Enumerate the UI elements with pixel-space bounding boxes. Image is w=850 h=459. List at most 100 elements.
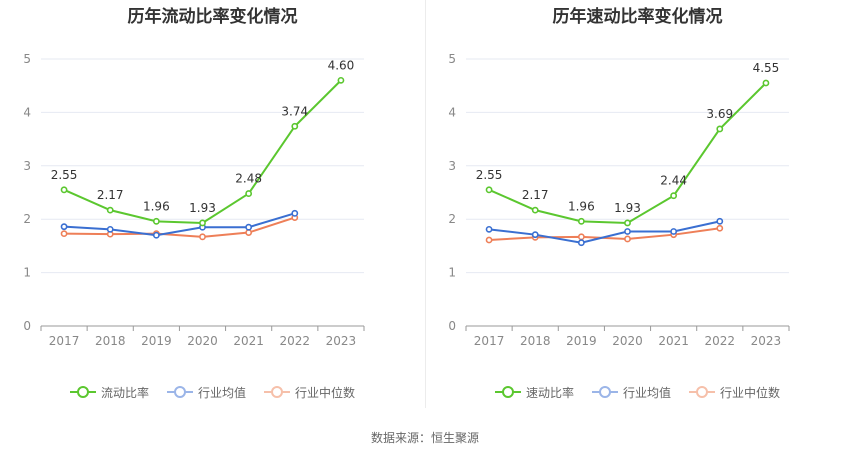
data-source-note: 数据来源：恒生聚源 bbox=[370, 431, 479, 445]
data-point-company bbox=[337, 76, 345, 84]
data-point-industry_median bbox=[716, 224, 724, 232]
data-label: 2.17 bbox=[522, 188, 549, 202]
data-label: 1.93 bbox=[614, 201, 641, 215]
legend-label: 行业中位数 bbox=[720, 385, 781, 400]
legend-item-industry-avg[interactable]: 行业均值 bbox=[591, 384, 671, 401]
legend-item-industry-median[interactable]: 行业中位数 bbox=[264, 384, 355, 401]
data-point-company bbox=[245, 190, 253, 197]
data-label: 2.44 bbox=[660, 174, 687, 188]
data-point-industry_avg bbox=[106, 225, 114, 233]
legend-median-swatch-icon bbox=[264, 386, 290, 398]
data-point-company bbox=[291, 122, 299, 130]
data-point-industry_avg bbox=[670, 228, 678, 235]
data-point-company bbox=[152, 217, 160, 225]
y-tick-label: 2 bbox=[448, 212, 456, 226]
data-point-company bbox=[762, 79, 770, 87]
data-point-industry_median bbox=[199, 233, 206, 241]
y-tick-label: 2 bbox=[23, 212, 31, 226]
legend-median-swatch-icon bbox=[689, 386, 715, 398]
data-label: 4.55 bbox=[753, 61, 780, 75]
legend-label: 流动比率 bbox=[100, 385, 149, 400]
data-point-company bbox=[485, 186, 493, 194]
data-label: 3.69 bbox=[706, 107, 733, 121]
legend-label: 行业均值 bbox=[197, 385, 246, 400]
y-tick-label: 4 bbox=[23, 105, 31, 119]
series-line-industry_median bbox=[64, 216, 296, 238]
panel-divider bbox=[425, 0, 426, 408]
x-tick-label: 2020 bbox=[187, 334, 218, 348]
data-point-industry_median bbox=[60, 230, 68, 238]
legend-avg-swatch-icon bbox=[591, 386, 618, 398]
data-point-company bbox=[624, 219, 631, 227]
x-tick-label: 2023 bbox=[751, 334, 782, 348]
x-tick-label: 2017 bbox=[49, 334, 80, 348]
data-point-industry_avg bbox=[291, 209, 299, 217]
data-point-industry_median bbox=[245, 229, 253, 236]
legend-company-swatch-icon bbox=[69, 386, 96, 398]
data-point-industry_avg bbox=[485, 225, 493, 233]
data-point-industry_median bbox=[485, 236, 493, 244]
legend-item-company[interactable]: 速动比率 bbox=[494, 384, 574, 401]
data-point-industry_avg bbox=[245, 223, 253, 231]
y-tick-label: 4 bbox=[448, 105, 456, 119]
legend-label: 行业中位数 bbox=[295, 385, 356, 400]
x-tick-label: 2018 bbox=[95, 334, 126, 348]
legend-label: 行业均值 bbox=[622, 385, 671, 400]
data-label: 4.60 bbox=[328, 58, 355, 72]
chart-legend: 速动比率 行业均值 行业中位数 bbox=[425, 381, 850, 403]
quick-ratio-chart: 0 1 2 3 4 5 2017 2018 2019 2020 2021 2022 2023 2.55 2.… bbox=[448, 52, 790, 348]
chart-title: 历年流动比率变化情况 bbox=[127, 7, 298, 27]
legend-item-industry-median[interactable]: 行业中位数 bbox=[689, 384, 780, 401]
y-tick-label: 5 bbox=[448, 52, 456, 66]
data-label: 1.96 bbox=[143, 199, 170, 213]
y-tick-label: 3 bbox=[448, 159, 456, 173]
y-tick-label: 0 bbox=[448, 319, 456, 333]
legend-company-swatch-icon bbox=[494, 386, 521, 398]
x-tick-label: 2020 bbox=[612, 334, 643, 348]
legend-item-industry-avg[interactable]: 行业均值 bbox=[166, 384, 246, 401]
y-tick-label: 5 bbox=[23, 52, 31, 66]
x-tick-label: 2018 bbox=[520, 334, 551, 348]
chart-legend: 流动比率 行业均值 行业中位数 bbox=[0, 381, 425, 403]
x-tick-label: 2019 bbox=[141, 334, 172, 348]
data-point-company bbox=[199, 219, 206, 227]
y-tick-label: 0 bbox=[23, 319, 31, 333]
chart-title: 历年速动比率变化情况 bbox=[552, 7, 723, 27]
x-tick-label: 2021 bbox=[658, 334, 689, 348]
x-tick-label: 2022 bbox=[280, 334, 311, 348]
current-ratio-chart: 0 1 2 3 4 5 2017 2018 2019 2020 2021 2022 2023 2.55 2.… bbox=[23, 52, 365, 348]
y-tick-label: 1 bbox=[23, 266, 31, 280]
data-point-industry_median bbox=[577, 233, 585, 241]
series-line-industry_avg bbox=[64, 212, 296, 237]
data-label: 2.55 bbox=[476, 168, 503, 182]
x-tick-label: 2021 bbox=[233, 334, 264, 348]
data-point-industry_avg bbox=[531, 231, 539, 239]
x-tick-label: 2023 bbox=[326, 334, 357, 348]
data-point-company bbox=[577, 217, 585, 225]
data-label: 2.55 bbox=[51, 168, 78, 182]
y-tick-label: 3 bbox=[23, 159, 31, 173]
x-tick-label: 2019 bbox=[566, 334, 597, 348]
data-point-industry_avg bbox=[152, 231, 160, 239]
data-label: 1.93 bbox=[189, 201, 216, 215]
data-point-industry_avg bbox=[60, 223, 68, 231]
legend-avg-swatch-icon bbox=[166, 386, 193, 398]
x-tick-label: 2017 bbox=[474, 334, 505, 348]
legend-item-company[interactable]: 流动比率 bbox=[69, 384, 149, 401]
data-point-industry_median bbox=[624, 235, 631, 243]
data-label: 1.96 bbox=[568, 199, 595, 213]
y-tick-label: 1 bbox=[448, 266, 456, 280]
quick-ratio-chart-panel: 历年速动比率变化情况 0 1 2 3 4 5 2017 2018 2019 2020 2021 202… bbox=[425, 0, 850, 410]
data-point-company bbox=[60, 186, 68, 194]
data-point-industry_avg bbox=[577, 239, 585, 247]
data-label: 2.17 bbox=[97, 188, 124, 202]
data-point-company bbox=[716, 125, 724, 133]
data-point-company bbox=[670, 192, 678, 200]
data-label: 3.74 bbox=[281, 104, 308, 118]
data-label: 2.48 bbox=[235, 172, 262, 186]
x-tick-label: 2022 bbox=[705, 334, 736, 348]
current-ratio-chart-panel: 历年流动比率变化情况 0 1 2 3 4 5 2017 2018 2019 2020 2021 202… bbox=[0, 0, 425, 410]
series-line-industry_avg bbox=[488, 220, 721, 244]
data-point-industry_avg bbox=[624, 228, 631, 235]
data-point-industry_avg bbox=[716, 217, 724, 225]
